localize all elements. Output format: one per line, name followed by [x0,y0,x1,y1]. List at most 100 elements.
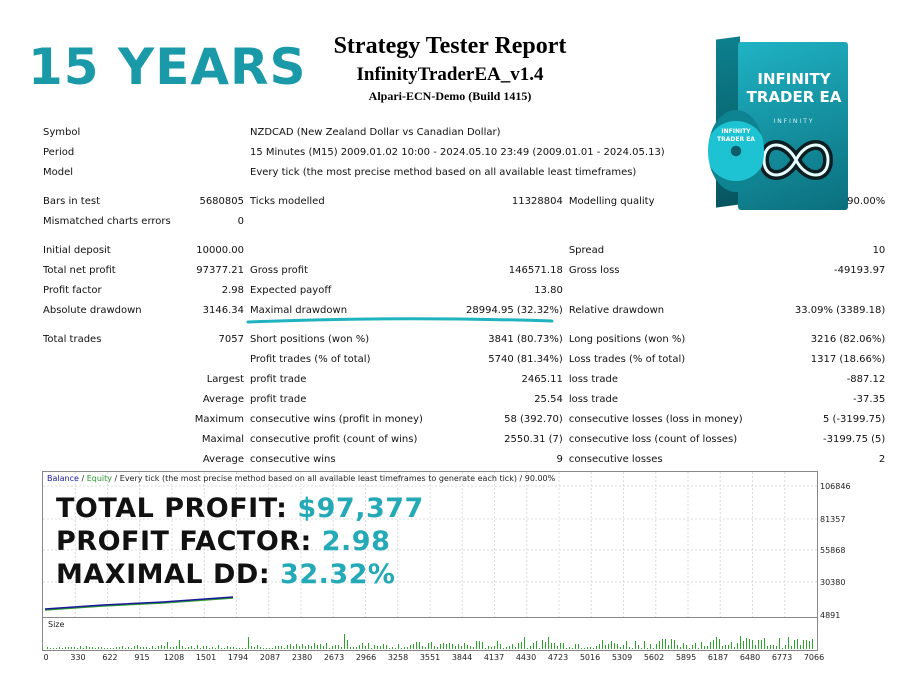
report-cell-c6: 5 (-3199.75) [822,413,886,425]
row-spacer [40,182,888,191]
report-row: Total net profit 97377.21 Gross profit 1465… [40,260,888,280]
report-cell-c5: Long positions (won %) [568,333,686,345]
size-bar [356,647,357,649]
size-bar [779,638,780,649]
size-bar [86,646,87,649]
size-bar [437,647,438,649]
size-bar [425,647,426,649]
size-bar [668,645,669,649]
size-bar [335,645,336,649]
size-bar [410,645,411,649]
size-bar [149,648,150,649]
size-bar [707,646,708,649]
size-bar [674,640,675,649]
size-bar [305,646,306,649]
size-bar [374,645,375,649]
size-bar [341,647,342,649]
size-bar [134,646,135,649]
report-cell-c3 [247,211,463,231]
size-bar [92,647,93,649]
size-bar [473,647,474,649]
size-bar [743,641,744,649]
size-bar [164,646,165,649]
report-cell-c1: Bars in test [43,195,100,207]
x-label: 2966 [355,653,377,662]
size-bar [71,647,72,649]
y-label-1: 106846 [820,482,851,491]
report-cell-c2: Maximal [201,433,244,445]
report-cell-c1 [40,349,182,369]
report-cell-c5: consecutive loss (count of losses) [568,433,738,445]
report-cell-c2: Largest [206,373,244,385]
size-bar [764,638,765,649]
size-bar [569,647,570,649]
report-cell-c5: consecutive losses [568,453,663,465]
size-bar [338,645,339,649]
x-label: 0 [43,653,49,662]
size-bar [155,648,156,649]
size-bar [74,647,75,649]
size-bar [431,642,432,649]
size-bar [485,648,486,649]
report-cell-c1: Total trades [43,333,102,345]
x-label: 7066 [803,653,825,662]
size-bars [47,634,813,649]
size-bar [725,645,726,649]
size-bar [215,648,216,649]
maximal-dd-value: 32.32% [280,559,396,590]
size-bar [455,646,456,649]
size-bar [332,646,333,649]
size-bar [716,637,717,649]
size-bar [722,646,723,649]
x-label: 3844 [451,653,473,662]
report-cell-c4: 2550.31 (7) [504,433,563,445]
size-bar [623,645,624,649]
size-bar [677,645,678,649]
size-bar [785,645,786,649]
report-cell-c5: Spread [568,244,605,256]
size-bar [383,644,384,649]
size-bar [443,643,444,649]
size-bar [119,647,120,649]
size-bar [749,639,750,649]
size-bar [260,647,261,649]
size-bar [611,641,612,649]
report-cell-c6: -37.35 [853,393,886,405]
product-box-image: INFINITY TRADER EA INFINITY INFINITY TRA… [708,30,863,215]
size-bar [113,648,114,649]
size-bar [287,645,288,649]
size-bar [527,648,528,649]
size-bar [80,646,81,649]
size-bar [137,645,138,649]
report-row: Initial deposit 10000.00 Spread 10 [40,240,888,260]
size-bar [737,643,738,649]
report-cell-c6 [792,280,888,300]
size-bar [608,644,609,649]
size-bar [752,640,753,649]
size-bar [761,640,762,649]
size-bar [59,647,60,649]
maximal-dd-label: MAXIMAL DD: [56,559,281,590]
report-row: Absolute drawdown 3146.34 Maximal drawdown… [40,300,888,320]
size-bar [167,642,168,649]
size-bar [704,646,705,649]
size-bar [359,645,360,649]
profit-factor-value: 2.98 [321,526,391,557]
row-spacer [40,231,888,240]
report-cell-c4: 146571.18 [508,264,563,276]
size-bar [128,647,129,649]
size-bar [461,646,462,649]
x-label: 6773 [771,653,793,662]
size-bar [506,647,507,649]
size-bar [644,641,645,649]
size-bar [548,637,549,649]
x-label: 2380 [291,653,313,662]
report-cell-c3: NZDCAD (New Zealand Dollar vs Canadian D… [250,126,501,138]
size-bar [545,642,546,649]
report-cell-c3 [247,240,463,260]
size-bar [182,646,183,649]
size-bar [584,648,585,649]
size-bar [284,648,285,649]
graph-legend: Balance / Equity / Every tick (the most … [47,474,555,483]
size-bar [143,647,144,649]
